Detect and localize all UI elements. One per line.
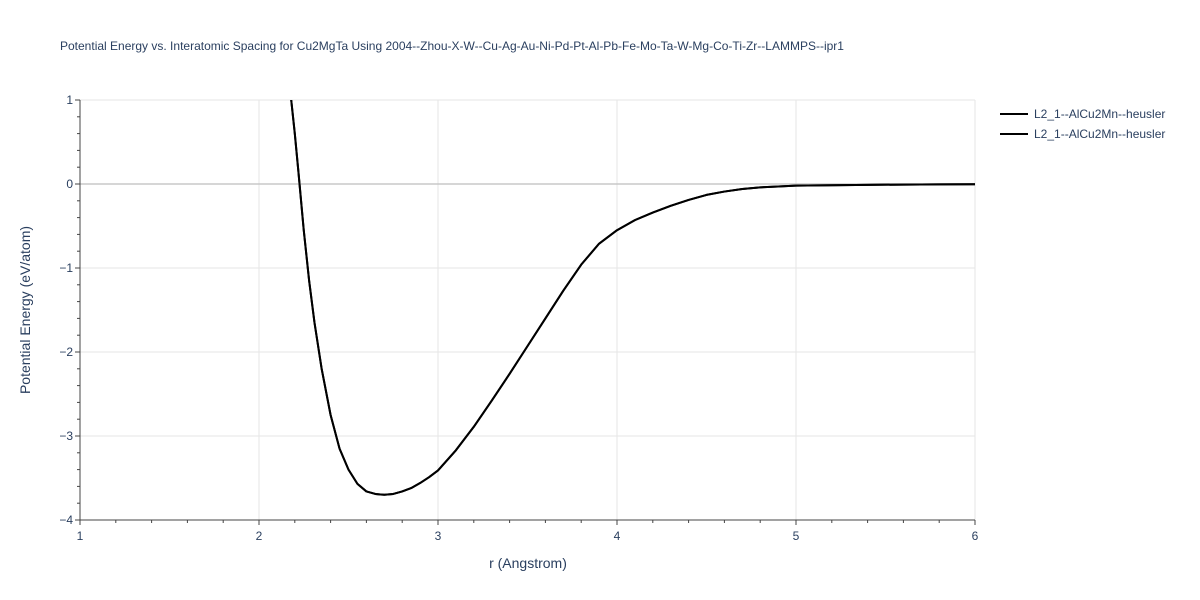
x-tick-label: 3 [435, 529, 442, 543]
chart-title: Potential Energy vs. Interatomic Spacing… [60, 39, 844, 53]
legend-item-2[interactable]: L2_1--AlCu2Mn--heusler [1000, 127, 1165, 141]
grid [80, 99, 976, 520]
y-tick-label: −4 [59, 513, 73, 527]
y-tick-label: −3 [59, 429, 73, 443]
x-tick-label: 5 [793, 529, 800, 543]
y-tick-label: −1 [59, 261, 73, 275]
y-axis-title: Potential Energy (eV/atom) [17, 226, 33, 394]
plot-area [290, 100, 975, 496]
legend-label: L2_1--AlCu2Mn--heusler [1034, 107, 1165, 121]
y-tick-label: 1 [66, 93, 73, 107]
legend-label: L2_1--AlCu2Mn--heusler [1034, 127, 1165, 141]
legend-item-1[interactable]: L2_1--AlCu2Mn--heusler [1000, 107, 1165, 121]
y-tick-label: 0 [66, 177, 73, 191]
x-tick-label: 4 [614, 529, 621, 543]
axes [75, 99, 976, 525]
x-tick-label: 2 [256, 529, 263, 543]
tick-labels: 1 2 3 4 5 6 −4 −3 −2 −1 0 1 [59, 93, 978, 543]
x-axis-title: r (Angstrom) [489, 555, 567, 571]
y-tick-label: −2 [59, 345, 73, 359]
series-line-2 [290, 100, 975, 496]
x-tick-label: 1 [77, 529, 84, 543]
legend: L2_1--AlCu2Mn--heusler L2_1--AlCu2Mn--heu… [1000, 107, 1165, 141]
x-tick-label: 6 [972, 529, 979, 543]
